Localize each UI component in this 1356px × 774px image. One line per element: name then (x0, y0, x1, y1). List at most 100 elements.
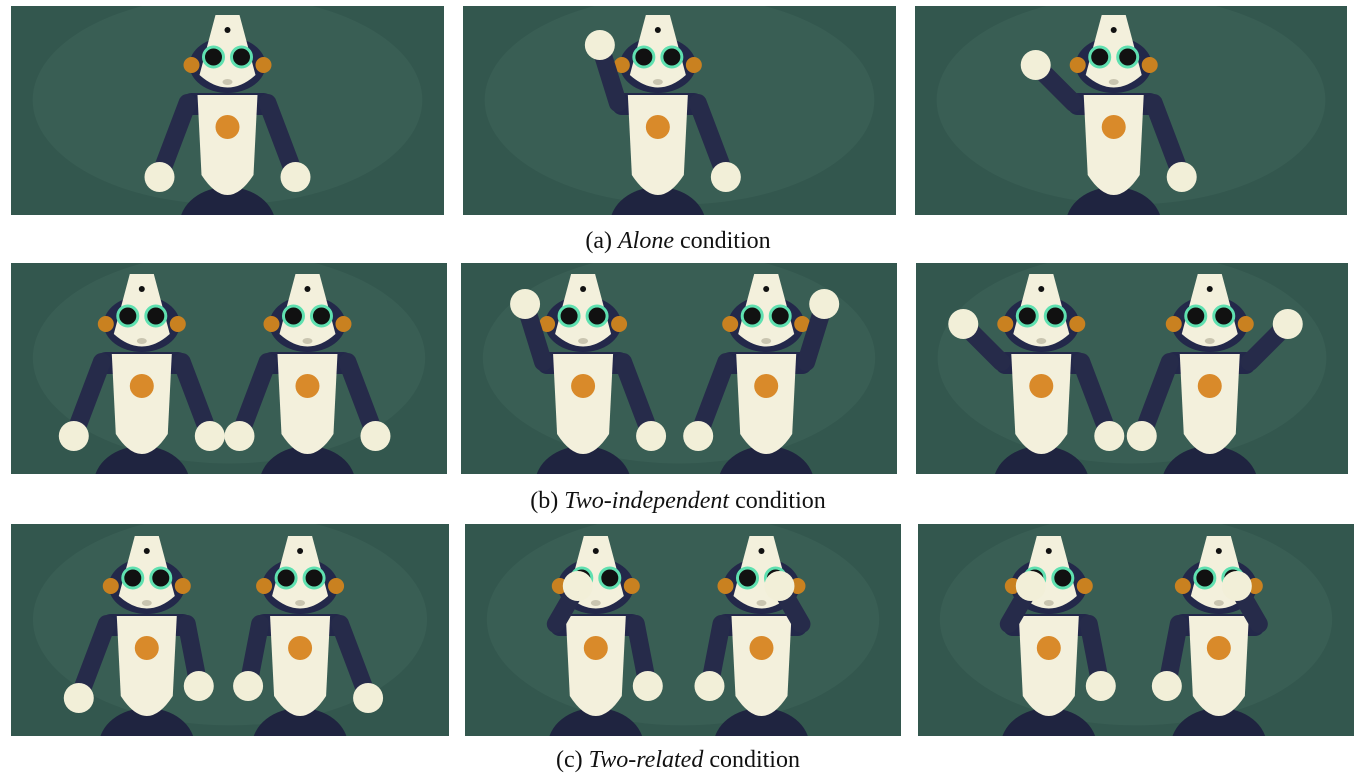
robot-ear (997, 316, 1013, 332)
robot-ear (256, 57, 272, 73)
robot-body (1084, 95, 1144, 195)
robot-logo (754, 374, 778, 398)
robot-mouth (578, 338, 588, 344)
photo-panel (463, 0, 896, 263)
robot-ear (1077, 578, 1093, 594)
robot-mouth (761, 338, 771, 344)
robot-sensor (655, 27, 661, 33)
robot-mouth (756, 600, 766, 606)
robot-sensor (139, 286, 145, 292)
robot-eye (276, 568, 296, 588)
robot-sensor (758, 548, 764, 554)
caption: (b) Two-independent condition (530, 488, 826, 514)
robot-hand (510, 289, 540, 319)
robot-sensor (1038, 286, 1044, 292)
robot-body (277, 354, 337, 454)
robot-eye (283, 306, 303, 326)
robot-mouth (1214, 600, 1224, 606)
robot-sensor (763, 286, 769, 292)
robot-ear (624, 578, 640, 594)
robot-body (198, 95, 258, 195)
robot-eye (123, 568, 143, 588)
robot-base (1066, 187, 1162, 263)
robot-mouth (137, 338, 147, 344)
robot-eye (1017, 306, 1037, 326)
robot-mouth (1044, 600, 1054, 606)
robot-base (259, 446, 355, 522)
robot-logo (1029, 374, 1053, 398)
robot-ear (328, 578, 344, 594)
robot-eye (587, 306, 607, 326)
robot-body (1011, 354, 1071, 454)
robot-ear (175, 578, 191, 594)
robot-hand (1094, 421, 1124, 451)
robot-logo (1037, 636, 1061, 660)
robot-logo (1207, 636, 1231, 660)
robot-ear (1069, 316, 1085, 332)
robot-sensor (1111, 27, 1117, 33)
caption-text: condition (680, 228, 771, 254)
caption-emphasis: Two-independent (564, 488, 730, 514)
robot-hand (633, 671, 663, 701)
robot-sensor (225, 27, 231, 33)
robot-hand (563, 571, 593, 601)
robot-ear (263, 316, 279, 332)
robot-eye (1186, 306, 1206, 326)
robot-eye (559, 306, 579, 326)
robot-eye (151, 568, 171, 588)
robot-hand (809, 289, 839, 319)
caption-emphasis: Alone (616, 228, 674, 254)
robot-hand (195, 421, 225, 451)
robot-hand (1222, 571, 1252, 601)
robot-hand (233, 671, 263, 701)
robot-logo (571, 374, 595, 398)
robot-mouth (295, 600, 305, 606)
robot-logo (135, 636, 159, 660)
robot-ear (335, 316, 351, 332)
caption-text: condition (735, 488, 826, 514)
robot-sensor (304, 286, 310, 292)
robot-base (94, 446, 190, 522)
robot-hand (64, 683, 94, 713)
robot-sensor (1207, 286, 1213, 292)
robot-logo (1102, 115, 1126, 139)
robot-body (112, 354, 172, 454)
photo-panel (916, 252, 1348, 522)
robot-ear (1070, 57, 1086, 73)
robot-ear (103, 578, 119, 594)
robot-ear (1166, 316, 1182, 332)
robot-mouth (591, 600, 601, 606)
robot-ear (184, 57, 200, 73)
caption-emphasis: Two-related (589, 747, 705, 773)
robot-hand (711, 162, 741, 192)
caption-label: (a) (585, 228, 612, 254)
photo-panel (11, 513, 449, 774)
robot-eye (600, 568, 620, 588)
robot-ear (1238, 316, 1254, 332)
robot-base (180, 187, 276, 263)
robot-ear (722, 316, 738, 332)
figure: (a) Alone condition (b) Two-independent … (0, 0, 1356, 774)
robot-eye (770, 306, 790, 326)
robot-sensor (593, 548, 599, 554)
robot-eye (1195, 568, 1215, 588)
robot-hand (636, 421, 666, 451)
robot-ear (98, 316, 114, 332)
robot-ear (1175, 578, 1191, 594)
robot-body (270, 616, 330, 716)
robot-mouth (1205, 338, 1215, 344)
robot-logo (295, 374, 319, 398)
robot-eye (146, 306, 166, 326)
robot-eye (1053, 568, 1073, 588)
caption-label: (b) (530, 488, 558, 514)
robot-ear (717, 578, 733, 594)
robot-eye (311, 306, 331, 326)
robot-logo (749, 636, 773, 660)
robot-logo (288, 636, 312, 660)
robot-hand (1127, 421, 1157, 451)
photo-panel (11, 252, 447, 522)
robot-sensor (297, 548, 303, 554)
photo-light (487, 513, 879, 725)
robot-hand (1167, 162, 1197, 192)
robot-hand (59, 421, 89, 451)
